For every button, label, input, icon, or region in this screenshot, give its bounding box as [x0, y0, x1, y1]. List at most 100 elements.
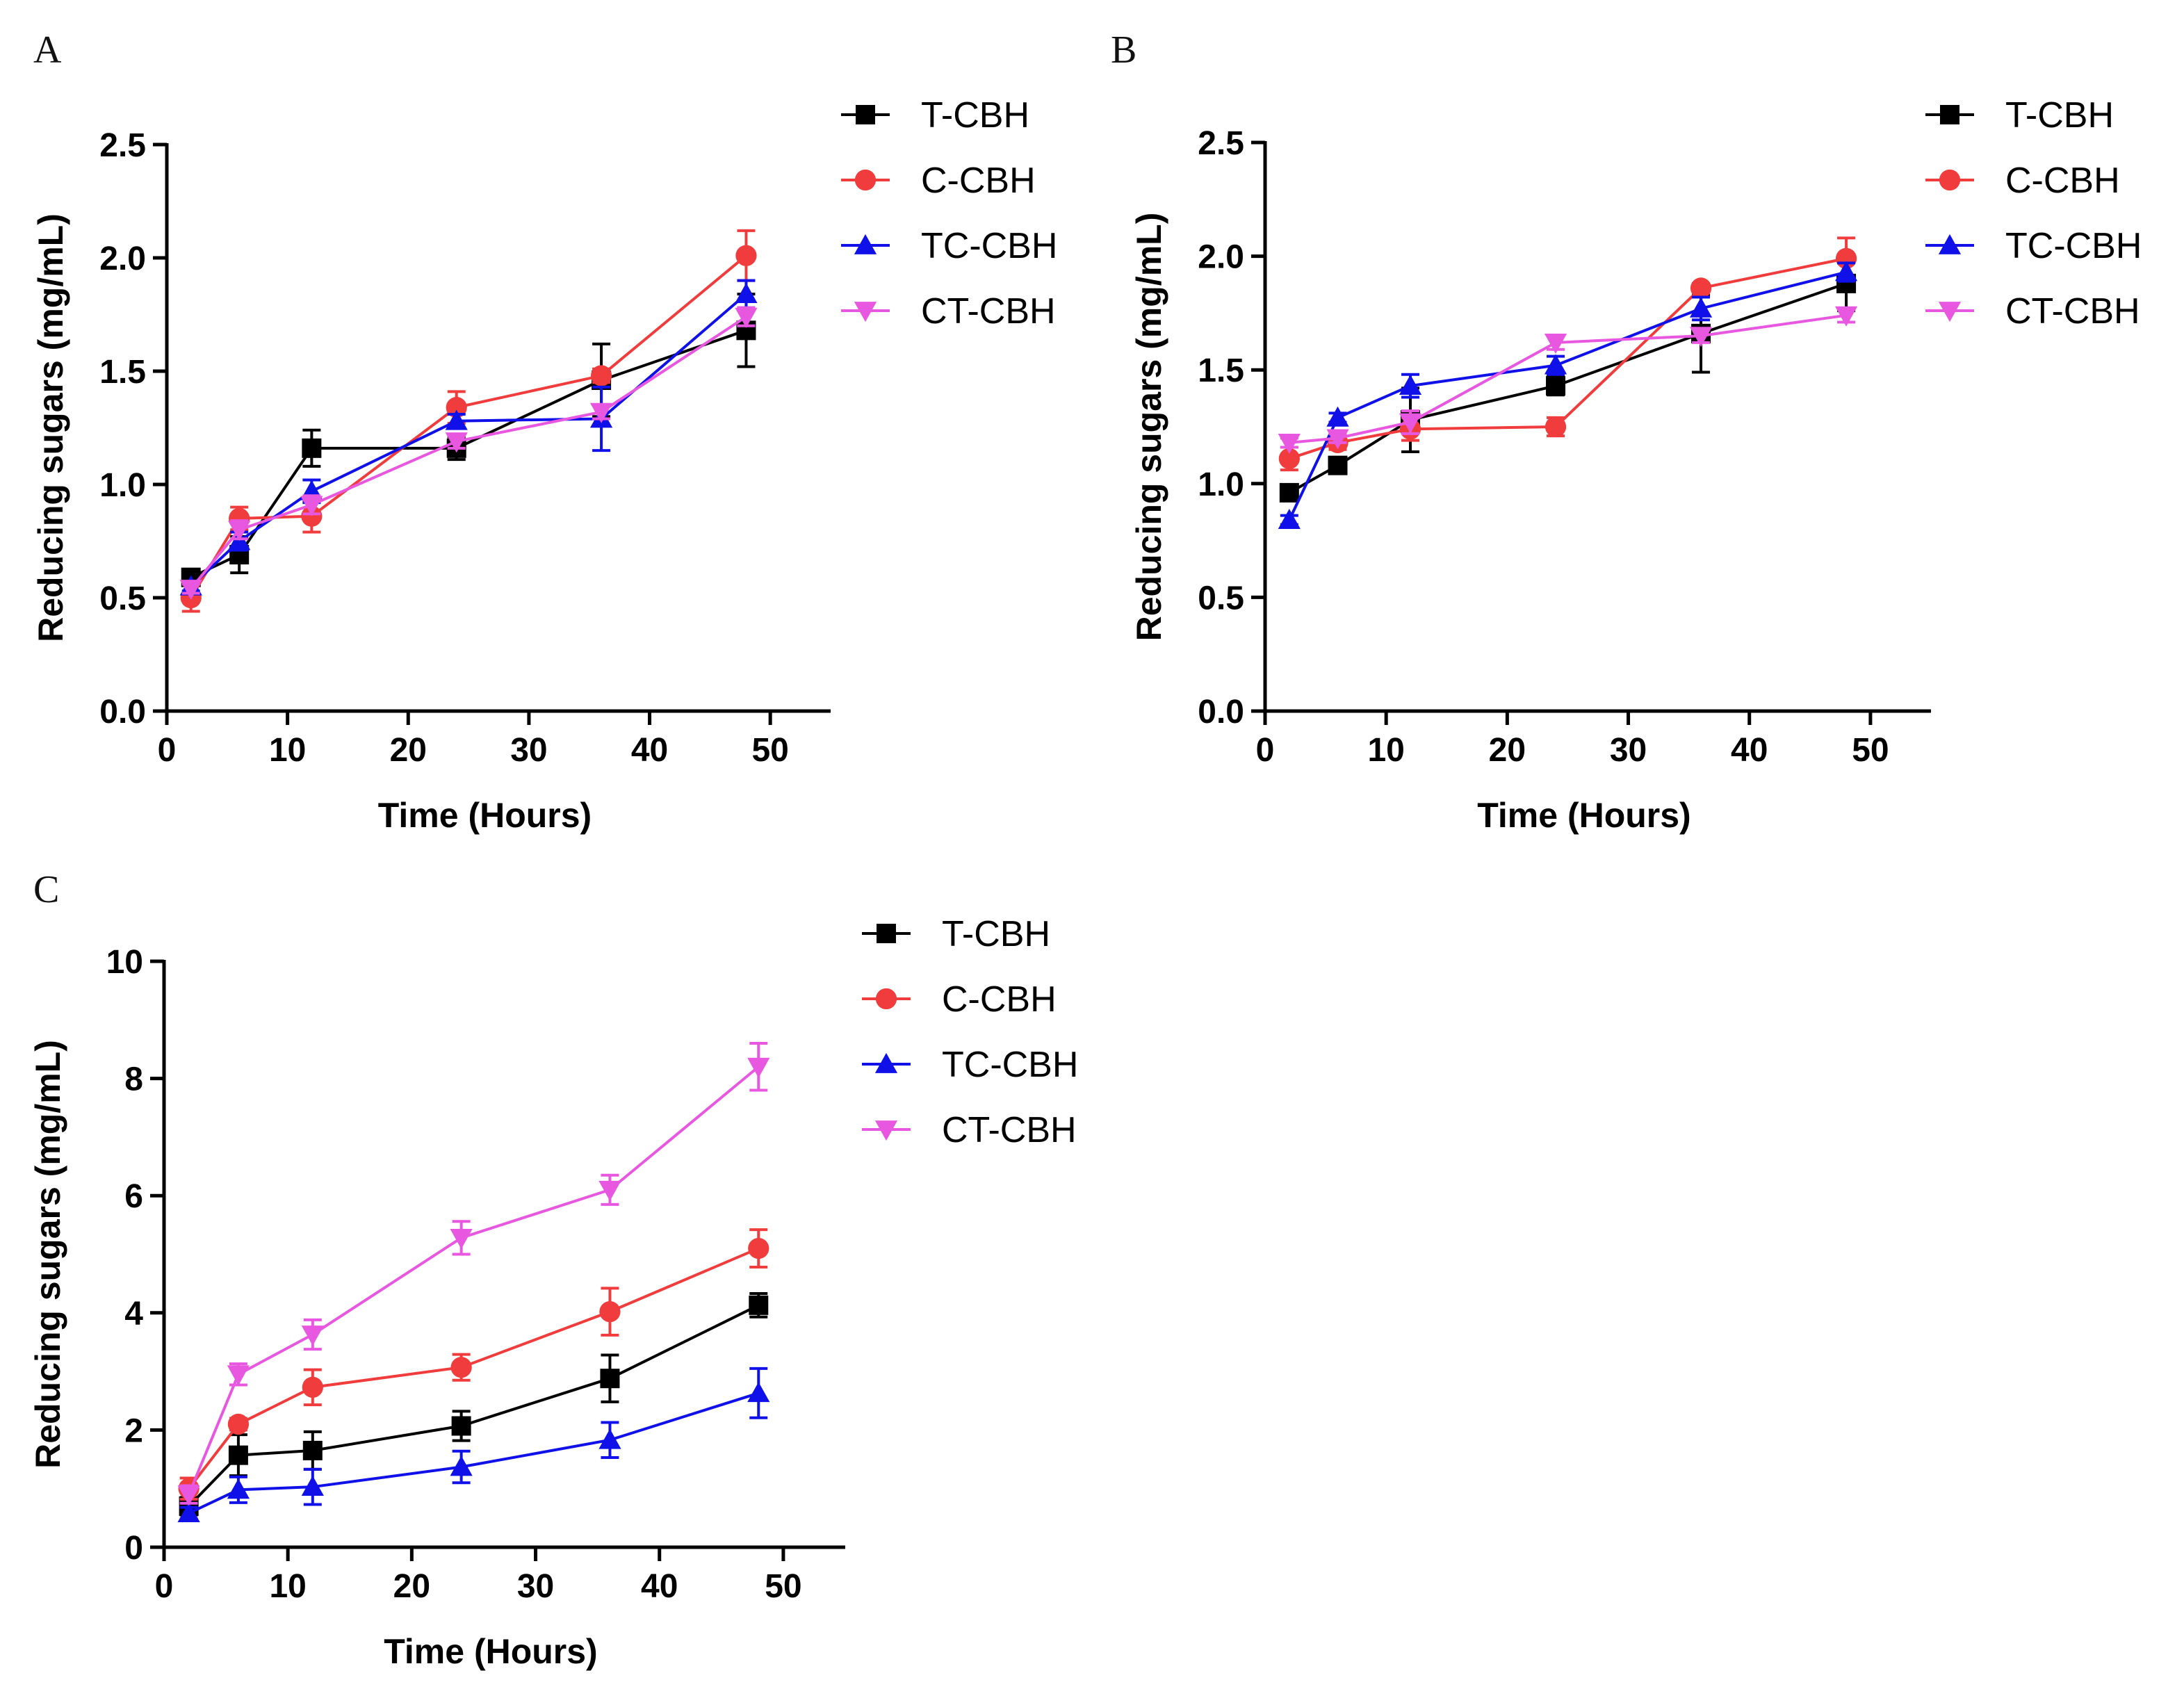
x-tick-label: 30	[510, 732, 547, 769]
series-t-cbh	[181, 293, 756, 587]
panel-letter: C	[33, 868, 59, 911]
data-point	[179, 580, 202, 601]
series-line	[1289, 256, 1847, 460]
data-point	[600, 1369, 620, 1389]
data-point	[302, 1376, 323, 1398]
data-point	[1545, 416, 1567, 438]
panel-letter: B	[1111, 28, 1136, 72]
legend-label: C-CBH	[2005, 161, 2120, 201]
legend-marker	[874, 1052, 898, 1073]
data-point	[590, 365, 612, 386]
data-point	[302, 1440, 323, 1460]
data-point	[301, 1476, 324, 1496]
series-line	[1289, 313, 1847, 444]
x-axis-title: Time (Hours)	[1477, 796, 1690, 835]
chart-panel-b: B 0.0 0.5 1.0 1.5 2.0 2.5 0 10 20 30 40 50 Time (Hour…	[1111, 28, 2142, 835]
data-point	[1278, 434, 1301, 455]
legend-label: C-CBH	[942, 979, 1057, 1020]
x-tick-label: 50	[765, 1568, 801, 1605]
y-tick-label: 4	[124, 1296, 143, 1332]
data-point	[450, 1455, 473, 1476]
data-point	[1689, 327, 1713, 348]
data-point	[450, 1357, 472, 1378]
y-tick-label: 1.0	[99, 467, 146, 504]
panel-letter: A	[33, 28, 62, 72]
x-tick-label: 0	[1256, 732, 1275, 769]
series-t-cbh	[1279, 254, 1857, 503]
data-point	[1399, 375, 1422, 395]
legend-label: TC-CBH	[2005, 226, 2142, 266]
data-point	[228, 521, 251, 541]
data-point	[228, 1445, 248, 1465]
data-point	[598, 1180, 621, 1201]
x-tick-label: 0	[155, 1568, 174, 1605]
y-tick-label: 2	[124, 1412, 143, 1449]
data-point	[1399, 413, 1422, 434]
x-axis-title: Time (Hours)	[384, 1632, 597, 1671]
data-point	[227, 1413, 250, 1435]
data-point	[747, 1382, 770, 1403]
legend-marker	[1940, 105, 1959, 124]
y-axis-title: Reducing sugars (mg/mL)	[28, 1040, 67, 1469]
x-tick-label: 10	[269, 1568, 306, 1605]
legend-marker	[875, 988, 897, 1010]
data-point	[1690, 277, 1712, 299]
legend-marker	[1938, 234, 1962, 254]
data-point	[445, 432, 468, 453]
x-tick-label: 20	[393, 1568, 430, 1605]
legend: T-CBH C-CBH TC-CBH CT-CBH	[862, 914, 1078, 1150]
data-point	[451, 1416, 471, 1436]
legend-label: T-CBH	[921, 95, 1029, 136]
data-point	[1328, 455, 1348, 475]
x-tick-label: 40	[631, 732, 668, 769]
data-point	[301, 505, 323, 527]
chart-panel-a: A 0.0 0.5 1.0 1.5 2.0 2.5 0 10 20 30 40 50 Time (Hour…	[31, 28, 1057, 835]
data-point	[1544, 334, 1567, 354]
y-tick-label: 2.0	[1198, 239, 1244, 276]
data-point	[748, 1237, 769, 1259]
series-t-cbh	[179, 1291, 769, 1517]
legend-marker	[854, 302, 877, 323]
data-point	[1544, 354, 1567, 375]
x-tick-label: 40	[1731, 732, 1768, 769]
y-tick-label: 0.5	[1198, 580, 1244, 617]
data-point	[450, 1229, 473, 1249]
data-point	[735, 307, 758, 328]
x-tick-label: 20	[390, 732, 427, 769]
series-line	[1288, 282, 1847, 494]
series-ct-cbh	[1278, 306, 1858, 455]
series-c-cbh	[178, 1228, 769, 1501]
legend-marker	[854, 169, 877, 191]
legend-label: CT-CBH	[921, 291, 1056, 332]
y-tick-label: 0	[124, 1530, 143, 1567]
data-point	[301, 1325, 324, 1346]
y-tick-label: 0.0	[99, 694, 146, 731]
series-tc-cbh	[1278, 261, 1858, 530]
data-point	[302, 438, 322, 458]
series-ct-cbh	[179, 306, 758, 601]
y-tick-label: 2.0	[99, 240, 146, 277]
y-tick-label: 8	[124, 1061, 143, 1098]
data-point	[1546, 376, 1566, 396]
y-tick-label: 1.0	[1198, 466, 1244, 503]
data-point	[227, 1365, 250, 1386]
series-line	[188, 1247, 760, 1490]
legend-label: T-CBH	[942, 914, 1050, 954]
data-point	[735, 283, 758, 304]
data-point	[1326, 406, 1349, 427]
y-axis-title: Reducing sugars (mg/mL)	[1130, 213, 1168, 642]
data-point	[1278, 509, 1301, 530]
legend-marker	[1939, 169, 1961, 191]
legend-marker	[856, 105, 875, 124]
y-tick-label: 0.0	[1198, 694, 1244, 731]
data-point	[177, 1502, 200, 1522]
data-point	[227, 1478, 250, 1499]
data-point	[589, 402, 613, 423]
x-tick-label: 0	[158, 732, 177, 769]
x-tick-label: 30	[517, 1568, 554, 1605]
data-point	[735, 245, 757, 266]
x-tick-label: 20	[1489, 732, 1526, 769]
y-tick-label: 0.5	[99, 580, 146, 617]
series-line	[1288, 270, 1847, 521]
